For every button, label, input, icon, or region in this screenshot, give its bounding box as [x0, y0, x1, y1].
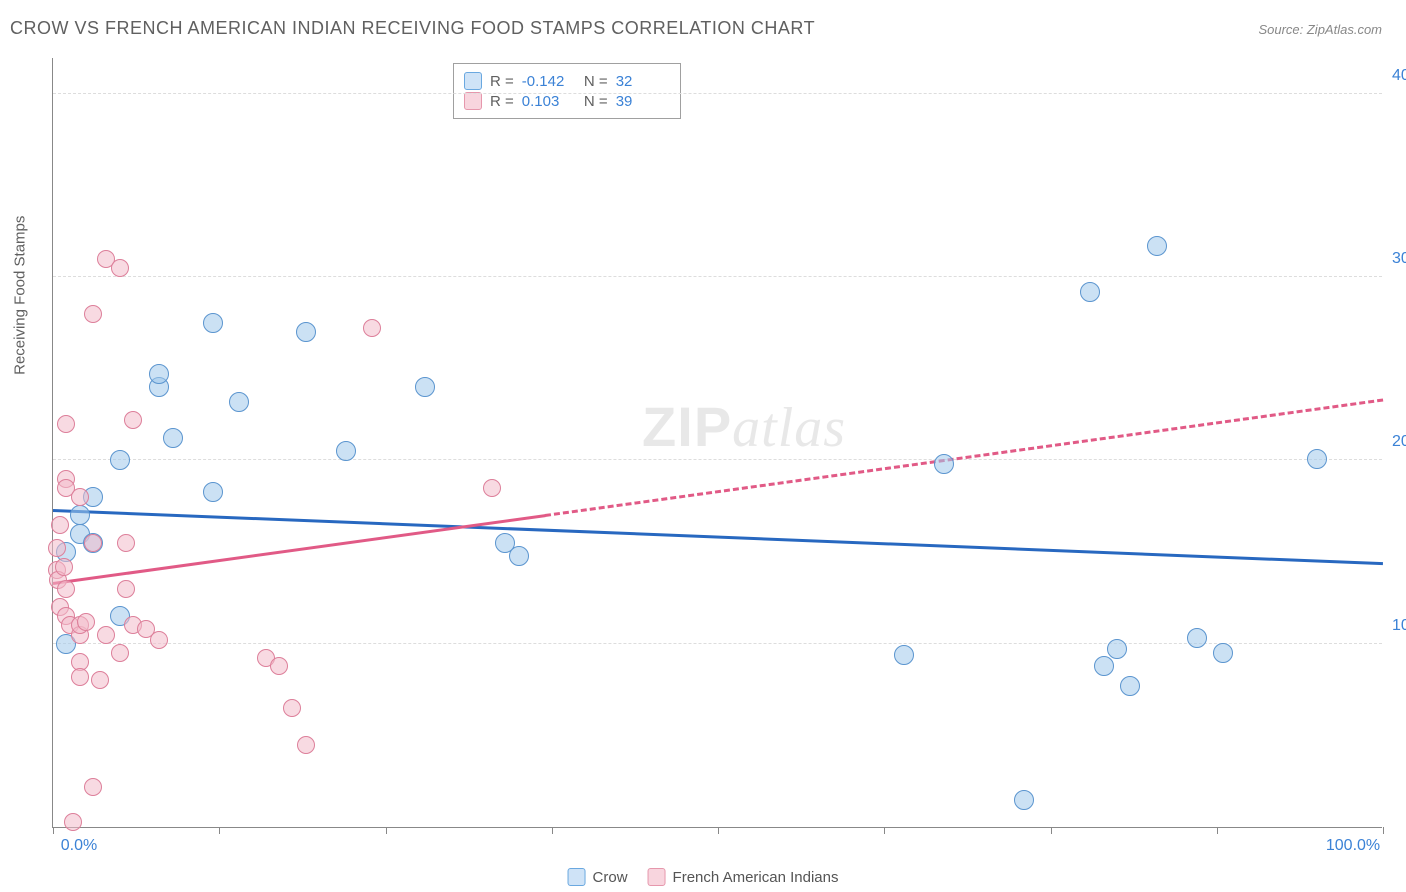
legend-stats-box: R = -0.142 N = 32 R = 0.103 N = 39 — [453, 63, 681, 119]
stat-label: N = — [580, 73, 608, 90]
trend-line — [545, 399, 1383, 517]
stat-label: N = — [580, 93, 608, 110]
data-point — [64, 813, 82, 831]
legend-swatch — [464, 72, 482, 90]
data-point — [1107, 639, 1127, 659]
data-point — [110, 450, 130, 470]
data-point — [111, 644, 129, 662]
data-point — [1080, 282, 1100, 302]
data-point — [363, 319, 381, 337]
x-tick — [552, 827, 553, 834]
data-point — [203, 313, 223, 333]
legend-label: Crow — [593, 869, 628, 886]
data-point — [336, 441, 356, 461]
y-gridline — [53, 93, 1382, 94]
y-tick-label: 30.0% — [1392, 250, 1406, 268]
data-point — [1094, 656, 1114, 676]
data-point — [163, 428, 183, 448]
x-tick — [718, 827, 719, 834]
x-tick — [884, 827, 885, 834]
y-tick-label: 20.0% — [1392, 433, 1406, 451]
x-tick — [1051, 827, 1052, 834]
stat-r-value: 0.103 — [522, 93, 572, 110]
legend-swatch — [464, 92, 482, 110]
data-point — [203, 482, 223, 502]
data-point — [55, 558, 73, 576]
legend-bottom: Crow French American Indians — [568, 868, 839, 886]
data-point — [296, 322, 316, 342]
legend-stat-row: R = 0.103 N = 39 — [464, 92, 666, 110]
x-tick — [219, 827, 220, 834]
y-tick-label: 40.0% — [1392, 67, 1406, 85]
data-point — [229, 392, 249, 412]
y-axis-label: Receiving Food Stamps — [12, 216, 29, 375]
data-point — [894, 645, 914, 665]
data-point — [934, 454, 954, 474]
y-tick-label: 10.0% — [1392, 617, 1406, 635]
data-point — [84, 778, 102, 796]
y-gridline — [53, 459, 1382, 460]
chart-title: CROW VS FRENCH AMERICAN INDIAN RECEIVING… — [10, 18, 815, 39]
legend-item: Crow — [568, 868, 628, 886]
data-point — [150, 631, 168, 649]
data-point — [48, 539, 66, 557]
data-point — [1213, 643, 1233, 663]
x-tick-label: 0.0% — [61, 837, 97, 855]
data-point — [117, 580, 135, 598]
stat-label: R = — [490, 93, 514, 110]
data-point — [111, 259, 129, 277]
data-point — [51, 516, 69, 534]
stat-r-value: -0.142 — [522, 73, 572, 90]
data-point — [71, 668, 89, 686]
x-tick — [1217, 827, 1218, 834]
data-point — [1014, 790, 1034, 810]
data-point — [270, 657, 288, 675]
stat-label: R = — [490, 73, 514, 90]
x-tick — [386, 827, 387, 834]
data-point — [297, 736, 315, 754]
data-point — [70, 505, 90, 525]
data-point — [57, 580, 75, 598]
x-tick — [1383, 827, 1384, 834]
scatter-plot-area: ZIPatlas R =-0.142 N =32R =0.103 N =39 1… — [52, 58, 1382, 828]
data-point — [149, 364, 169, 384]
data-point — [84, 305, 102, 323]
data-point — [1120, 676, 1140, 696]
data-point — [483, 479, 501, 497]
legend-swatch — [648, 868, 666, 886]
data-point — [117, 534, 135, 552]
y-gridline — [53, 276, 1382, 277]
legend-stat-row: R = -0.142 N = 32 — [464, 72, 666, 90]
x-tick — [53, 827, 54, 834]
legend-label: French American Indians — [673, 869, 839, 886]
data-point — [415, 377, 435, 397]
source-attribution: Source: ZipAtlas.com — [1258, 22, 1382, 37]
legend-swatch — [568, 868, 586, 886]
watermark: ZIPatlas — [642, 394, 846, 460]
data-point — [1147, 236, 1167, 256]
data-point — [57, 415, 75, 433]
data-point — [1187, 628, 1207, 648]
data-point — [283, 699, 301, 717]
data-point — [91, 671, 109, 689]
stat-n-value: 39 — [616, 93, 666, 110]
data-point — [1307, 449, 1327, 469]
legend-item: French American Indians — [648, 868, 839, 886]
x-tick-label: 100.0% — [1326, 837, 1380, 855]
data-point — [71, 488, 89, 506]
data-point — [124, 411, 142, 429]
data-point — [509, 546, 529, 566]
stat-n-value: 32 — [616, 73, 666, 90]
y-gridline — [53, 643, 1382, 644]
data-point — [84, 534, 102, 552]
data-point — [97, 626, 115, 644]
data-point — [77, 613, 95, 631]
